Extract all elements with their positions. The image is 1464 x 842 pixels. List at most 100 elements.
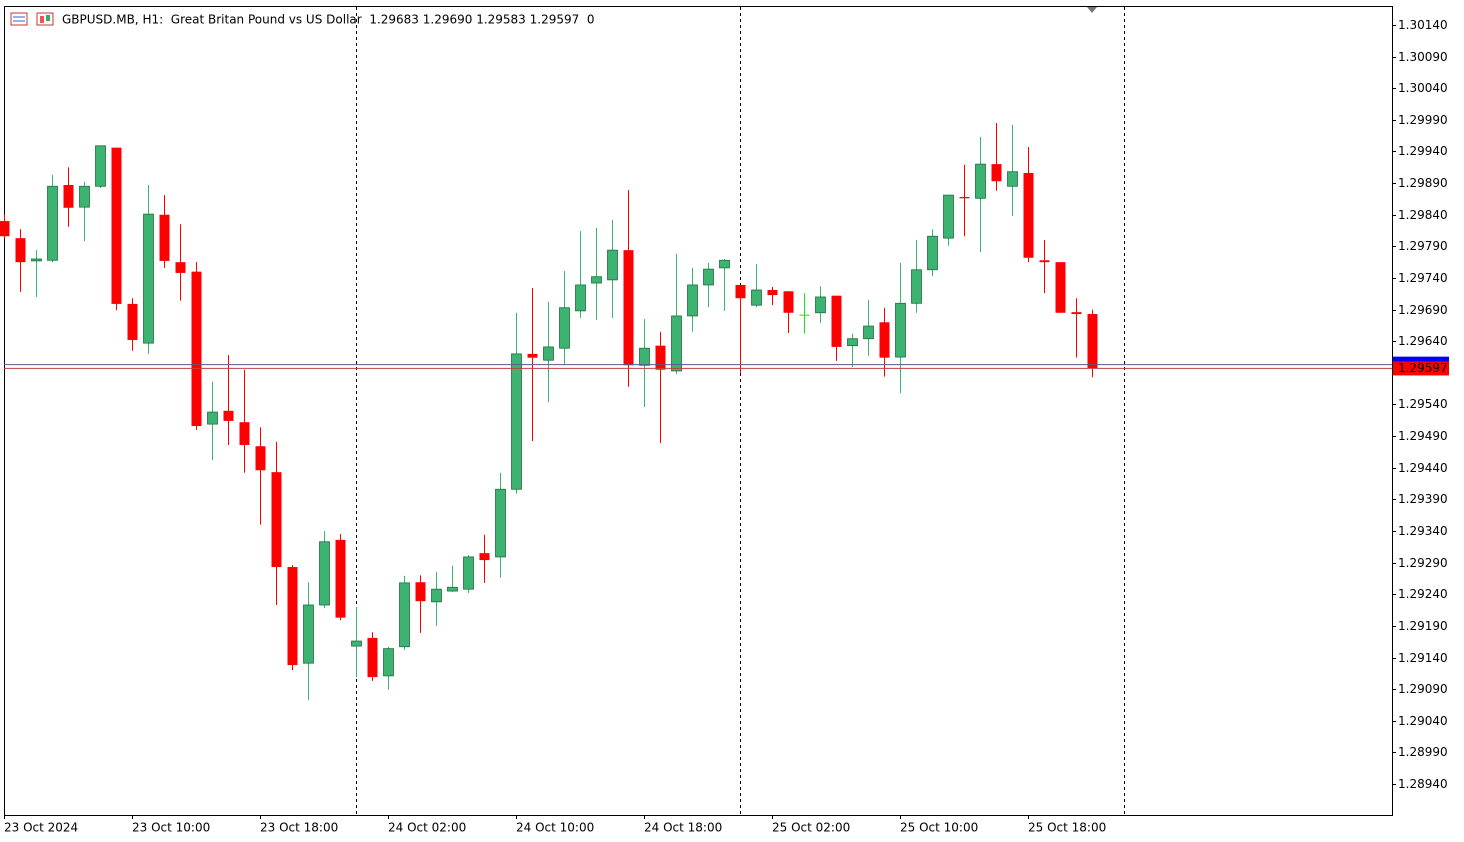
candle-body [703,268,714,286]
y-tick-label: 1.29690 [1398,303,1448,317]
y-tick-label: 1.28990 [1398,745,1448,759]
candle-body [623,250,634,366]
candle-body [1023,172,1034,258]
candle-body [1039,260,1050,263]
y-tick-label: 1.30040 [1398,81,1448,95]
candle-body [719,259,730,269]
candle-body [95,145,106,187]
y-tick-label: 1.29190 [1398,619,1448,633]
candle-body [127,303,138,340]
candle-body [751,289,762,306]
x-tick-label: 25 Oct 02:00 [772,821,850,835]
candle-body [783,291,794,313]
candle-body [975,163,986,199]
candle-body [527,353,538,358]
candle-body [655,345,666,370]
x-tick-label: 25 Oct 10:00 [900,821,978,835]
candle-body [895,302,906,358]
candle-body [447,586,458,592]
candle-body [159,214,170,261]
y-tick-label: 1.29890 [1398,176,1448,190]
y-tick-label: 1.29090 [1398,682,1448,696]
candle-body [79,185,90,208]
candle-body [559,307,570,349]
x-tick-label: 24 Oct 02:00 [388,821,466,835]
candle-body [831,295,842,347]
y-tick-label: 1.29290 [1398,556,1448,570]
candle-body [1007,171,1018,187]
candle-body [687,284,698,317]
candle-body [271,472,282,568]
y-tick-label: 1.30090 [1398,50,1448,64]
candle-body [415,582,426,602]
y-tick-label: 1.29040 [1398,714,1448,728]
y-tick-label: 1.29390 [1398,492,1448,506]
x-tick-label: 23 Oct 10:00 [132,821,210,835]
candle-body [495,488,506,558]
price-label: 1.29597 [1398,361,1448,375]
y-tick-label: 1.29440 [1398,461,1448,475]
y-tick-label: 1.29540 [1398,397,1448,411]
y-tick-label: 1.29490 [1398,429,1448,443]
icon [36,12,54,26]
icon [46,15,50,21]
candle-body [799,314,810,316]
candle-body [511,353,522,490]
price-label-box [1393,361,1449,376]
candle-body [255,446,266,471]
candle-body [991,164,1002,182]
candle-body [239,422,250,445]
x-tick-label: 25 Oct 18:00 [1028,821,1106,835]
candle-body [879,322,890,358]
candle-body [47,185,58,261]
candle-body [383,648,394,677]
ask-label-box [1393,356,1449,365]
candle-body [959,197,970,199]
candle-body [31,258,42,262]
candle-body [671,315,682,372]
candle-body [847,338,858,347]
candle-body [911,269,922,304]
x-tick-label: 24 Oct 10:00 [516,821,594,835]
x-tick-label: 24 Oct 18:00 [644,821,722,835]
candle-body [63,185,74,208]
y-tick-label: 1.29840 [1398,208,1448,222]
candle-body [591,276,602,284]
chart-title: GBPUSD.MB, H1: Great Britan Pound vs US … [62,13,595,27]
candle-body [143,213,154,344]
shift-marker [1087,7,1097,13]
y-tick-label: 1.29640 [1398,334,1448,348]
candle-body [543,346,554,361]
candle-body [399,582,410,648]
candle-body [767,290,778,296]
y-tick-label: 1.29940 [1398,144,1448,158]
candle-body [431,588,442,603]
candle-body [639,347,650,366]
plot-frame [4,6,1393,816]
candle-body [191,271,202,426]
candle-body [287,567,298,666]
y-tick-label: 1.28940 [1398,777,1448,791]
candle-body [607,249,618,281]
candle-body [111,147,122,304]
y-tick-label: 1.29340 [1398,524,1448,538]
candle-body [223,410,234,421]
candle-body [1071,312,1082,315]
y-tick-label: 1.30140 [1398,18,1448,32]
y-tick-label: 1.29790 [1398,239,1448,253]
candle-body [863,325,874,340]
candle-body [463,556,474,590]
header-icons [10,12,54,26]
candle-body [735,284,746,299]
y-tick-label: 1.29140 [1398,651,1448,665]
candle-body [1055,262,1066,313]
candle-body [575,284,586,312]
candle-body [319,541,330,606]
candle-body [0,221,10,237]
candle-body [351,640,362,647]
candle-body [367,637,378,678]
x-tick-label: 23 Oct 18:00 [260,821,338,835]
